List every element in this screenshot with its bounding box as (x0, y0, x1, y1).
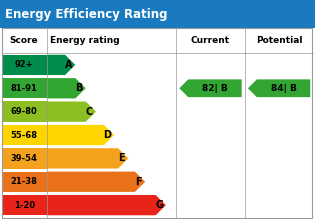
Text: Score: Score (10, 36, 38, 45)
Text: G: G (155, 200, 163, 210)
Text: 21-38: 21-38 (11, 177, 37, 186)
Bar (2, 28, 312, 53)
Polygon shape (47, 125, 114, 145)
Bar (2, 172, 47, 192)
Bar (0, 0, 315, 28)
Text: D: D (103, 130, 112, 140)
Bar (2, 125, 47, 145)
Text: 69-80: 69-80 (11, 107, 37, 116)
Polygon shape (47, 78, 86, 98)
Text: 92+: 92+ (15, 60, 33, 69)
Text: E: E (118, 153, 125, 163)
Polygon shape (47, 195, 166, 215)
Text: 82| B: 82| B (202, 84, 228, 93)
Text: 84| B: 84| B (271, 84, 296, 93)
Polygon shape (47, 101, 96, 122)
Bar (2, 55, 47, 75)
Text: Energy Efficiency Rating: Energy Efficiency Rating (5, 7, 167, 21)
Text: F: F (135, 177, 142, 187)
Bar (2, 148, 47, 169)
Text: 81-91: 81-91 (11, 84, 37, 93)
Bar (2, 195, 47, 215)
Polygon shape (248, 79, 310, 97)
Polygon shape (47, 172, 145, 192)
Text: Energy rating: Energy rating (50, 36, 120, 45)
Text: 1-20: 1-20 (14, 201, 35, 210)
Bar (2, 28, 312, 218)
Polygon shape (47, 148, 128, 169)
Text: Current: Current (191, 36, 230, 45)
Text: B: B (75, 83, 83, 93)
Polygon shape (47, 55, 75, 75)
Text: 55-68: 55-68 (11, 131, 38, 140)
Text: C: C (86, 107, 93, 117)
Bar (2, 78, 47, 98)
Bar (2, 101, 47, 122)
Text: Potential: Potential (256, 36, 302, 45)
Text: 39-54: 39-54 (11, 154, 37, 163)
Polygon shape (179, 79, 242, 97)
Text: A: A (65, 60, 72, 70)
